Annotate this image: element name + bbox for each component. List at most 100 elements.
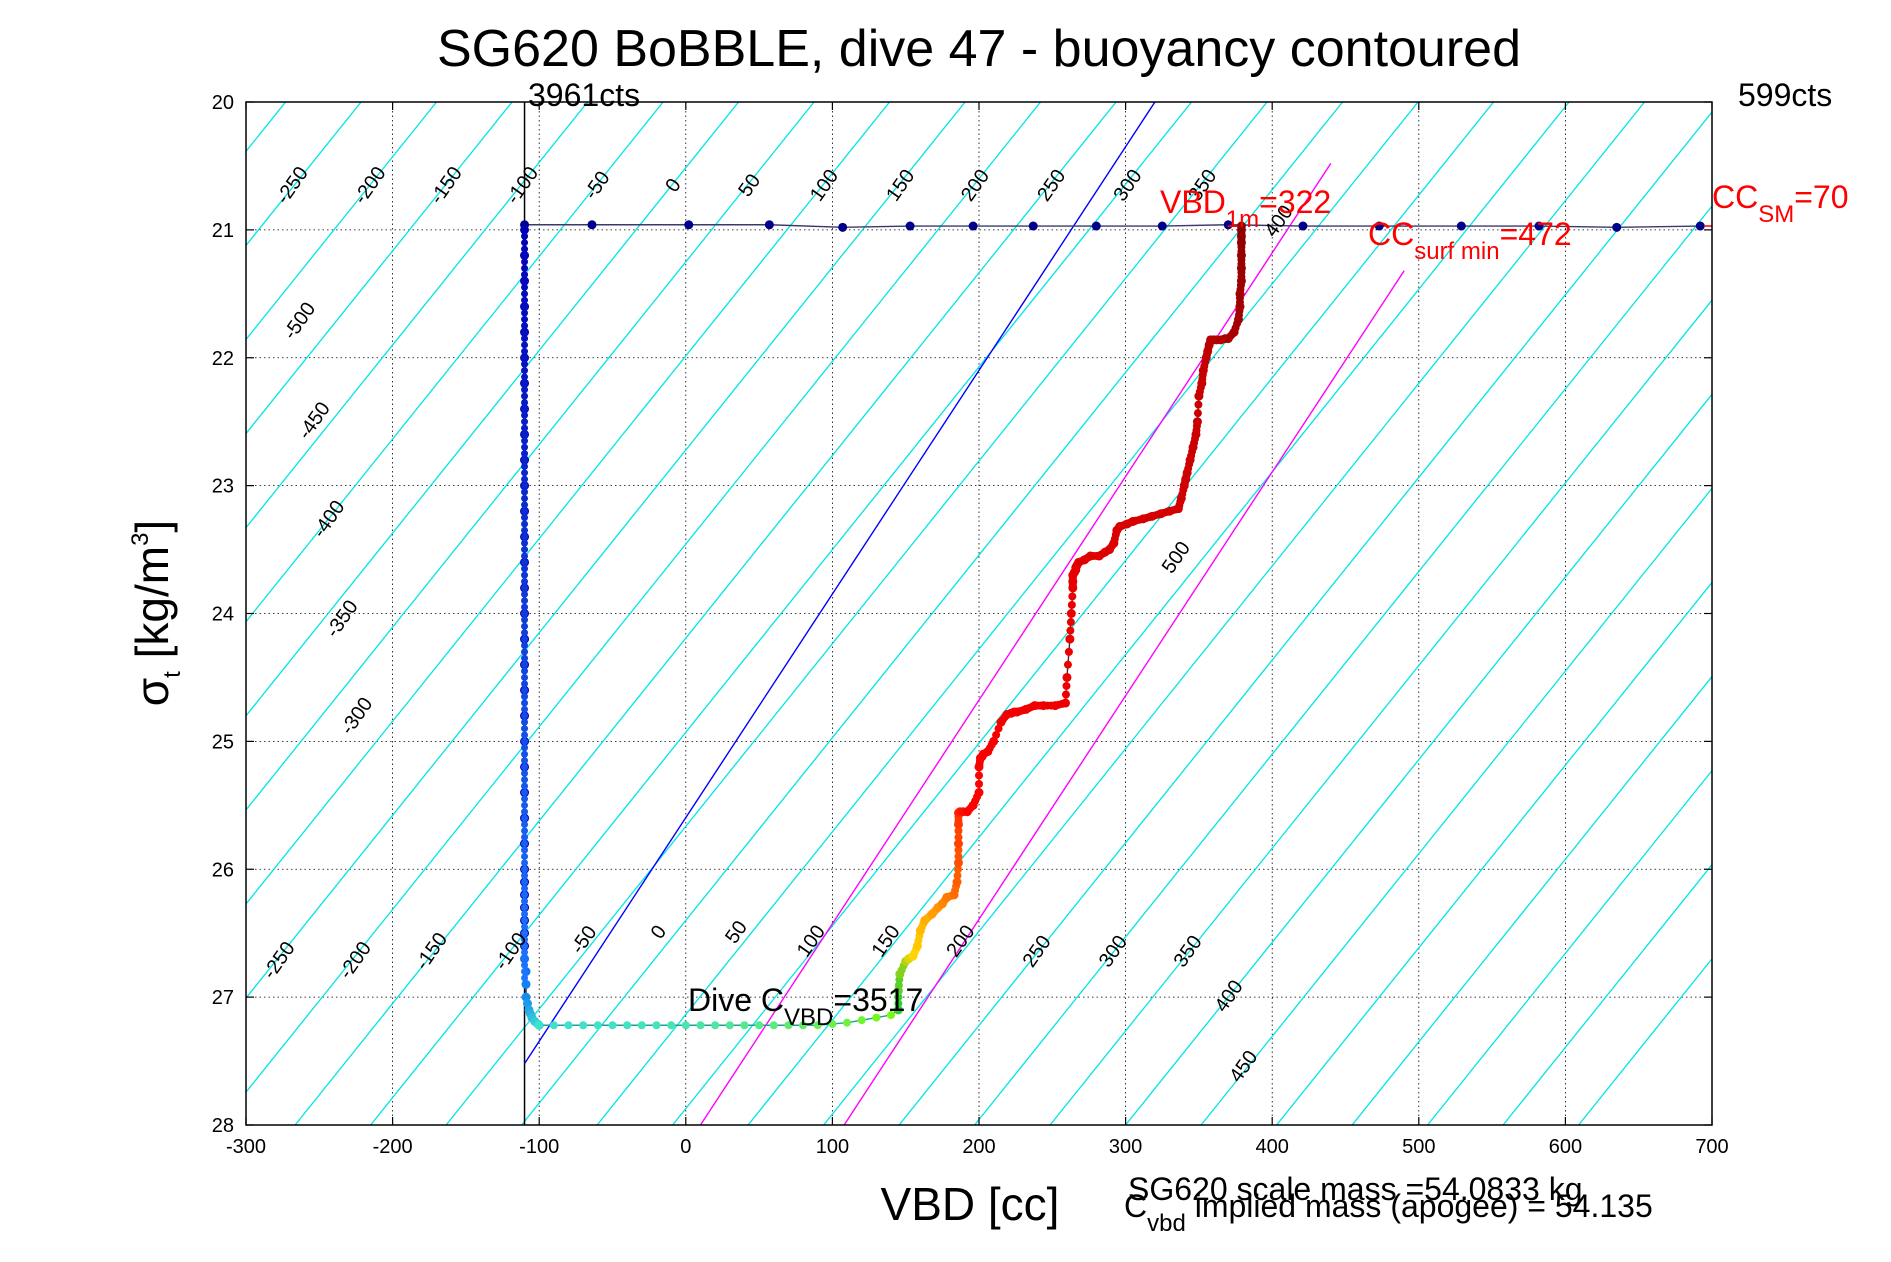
descent-point [521, 303, 529, 311]
y-label-unit-sup: 3 [127, 533, 154, 546]
climb-point [1066, 626, 1075, 635]
surface-point [838, 222, 848, 232]
x-tick-label: -300 [226, 1136, 266, 1158]
descent-point [521, 578, 529, 586]
descent-point [521, 641, 529, 649]
bottom-point [740, 1021, 749, 1030]
counts-left-label: 3961cts [528, 77, 640, 113]
contour-line [246, 102, 966, 1000]
descent-point [521, 565, 529, 573]
contour-line [672, 102, 1495, 1125]
descent-point [521, 520, 529, 528]
descent-point [521, 239, 529, 247]
descent-point [521, 328, 529, 336]
bottom-point [799, 1021, 808, 1030]
vbd-1m-annotation: VBD1m=322 [1160, 184, 1331, 233]
x-tick-label: 700 [1695, 1136, 1728, 1158]
y-tick-label: 28 [212, 1115, 234, 1137]
bottom-point [828, 1019, 837, 1028]
scale-mass-note: SG620 scale mass =54.0833 kg [1128, 1171, 1583, 1207]
descent-point [521, 226, 529, 234]
descent-point [521, 622, 529, 630]
descent-point [521, 955, 529, 963]
x-tick-label: 200 [962, 1136, 995, 1158]
y-tick-label: 21 [212, 220, 234, 242]
climb-point [1194, 400, 1203, 409]
descent-point [521, 367, 529, 375]
descent-point [521, 552, 529, 560]
x-tick-label: 400 [1256, 1136, 1289, 1158]
climb-point [1060, 698, 1070, 708]
descent-point [521, 341, 529, 349]
vbd-1m-pre: VBD [1160, 184, 1226, 220]
implied-mass-sub: vbd [1147, 1210, 1186, 1237]
descent-point [521, 731, 529, 739]
reference-line-magenta-2 [843, 270, 1405, 1125]
climb-point [1065, 634, 1075, 644]
descent-point [521, 392, 529, 400]
implied-mass-pre: C [1124, 1188, 1147, 1224]
surface-point [905, 221, 915, 231]
descent-point [521, 232, 529, 240]
cc-surf-min-annotation: CCsurf min=472 [1368, 216, 1572, 265]
descent-point [521, 584, 529, 592]
descent-point [521, 712, 529, 720]
surface-point [1298, 221, 1308, 231]
dive-track [520, 220, 1712, 1030]
bottom-point [535, 1021, 544, 1030]
descent-point [521, 539, 529, 547]
descent-point [521, 475, 529, 483]
surface-point [968, 221, 978, 231]
bottom-point [696, 1021, 705, 1030]
descent-point [521, 884, 529, 892]
cc-sm-post: =70 [1794, 179, 1848, 215]
descent-point [521, 699, 529, 707]
bottom-point [813, 1021, 822, 1030]
bottom-point [769, 1021, 778, 1030]
descent-point [521, 494, 529, 502]
climb-point [974, 788, 984, 798]
descent-point [521, 245, 529, 253]
descent-point [521, 968, 529, 976]
descent-point [521, 405, 529, 413]
reference-line-magenta-1 [699, 162, 1332, 1125]
climb-point [1192, 417, 1202, 427]
descent-point [521, 820, 529, 828]
contour-line [246, 102, 891, 905]
y-tick-label: 24 [212, 604, 234, 626]
descent-point [521, 418, 529, 426]
contour-line [521, 102, 1344, 1125]
bottom-point [872, 1013, 881, 1022]
descent-point [521, 814, 529, 822]
descent-point [521, 961, 529, 969]
descent-point [521, 501, 529, 509]
y-tick-label: 25 [212, 731, 234, 753]
dive-cvbd-sub: VBD [784, 1004, 833, 1031]
bottom-point [593, 1021, 602, 1030]
bottom-point [623, 1021, 632, 1030]
surface-point [1534, 221, 1544, 231]
descent-point [521, 654, 529, 662]
bottom-point [784, 1021, 793, 1030]
y-tick-label: 20 [212, 92, 234, 114]
contour-line [1502, 863, 1712, 1125]
descent-point [521, 354, 529, 362]
descent-point [521, 916, 529, 924]
y-label-sub: t [159, 671, 186, 678]
contour-line [445, 102, 1268, 1125]
descent-point [521, 737, 529, 745]
surface-point [684, 220, 694, 230]
dive-cvbd-annotation: Dive CVBD=3517 [688, 982, 923, 1031]
descent-point [521, 801, 529, 809]
descent-point [521, 597, 529, 605]
climb-point [1061, 690, 1070, 699]
descent-point [521, 546, 529, 554]
descent-point [521, 795, 529, 803]
climb-point [954, 833, 963, 842]
y-tick-label: 23 [212, 476, 234, 498]
descent-point [521, 680, 529, 688]
climb-point [1062, 672, 1072, 682]
contour-line [596, 102, 1419, 1125]
cc-surf-min-pre: CC [1368, 216, 1414, 252]
descent-point [521, 335, 529, 343]
